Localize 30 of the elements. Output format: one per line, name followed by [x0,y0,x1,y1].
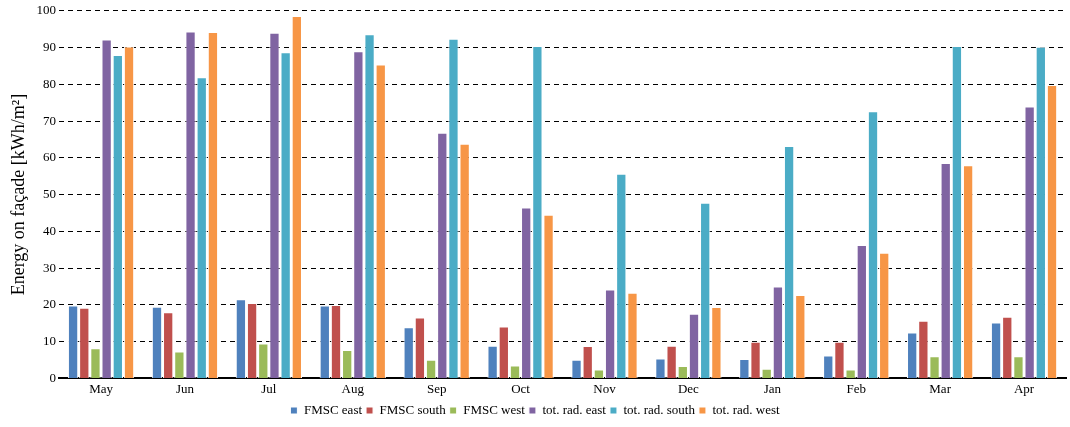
y-tick-label: 0 [49,369,57,385]
y-tick-label: 70 [43,112,57,128]
legend-label: FMSC west [463,401,526,417]
x-tick-label: Dec [677,380,700,396]
y-tick-label: 10 [43,333,57,349]
y-tick-label: 30 [43,259,57,275]
x-tick-label: Oct [511,380,531,396]
x-tick-label: Aug [341,380,365,396]
y-tick-label: 50 [43,186,57,202]
y-tick-label: 80 [43,75,57,91]
x-tick-label: Jan [763,380,782,396]
x-tick-label: Apr [1013,380,1035,396]
x-tick-label: Jun [175,380,195,396]
legend-label: FMSC east [303,401,363,417]
x-tick-label: Jul [261,380,277,396]
y-tick-label: 20 [43,296,57,312]
x-tick-label: Feb [846,380,866,396]
y-tick-label: 100 [36,2,57,18]
y-tick-label: 40 [43,222,57,238]
x-tick-label: Sep [426,380,447,396]
legend-label: tot. rad. south [623,401,696,417]
legend-label: FMSC south [379,401,447,417]
y-axis-title: Energy on façade [kWh/m²] [7,93,28,296]
x-tick-label: May [89,380,114,396]
y-tick-label: 60 [43,149,57,165]
legend-label: tot. rad. west [712,401,780,417]
y-tick-label: 90 [43,38,57,54]
x-tick-label: Mar [929,380,952,396]
x-tick-label: Nov [593,380,617,396]
legend-label: tot. rad. east [542,401,607,417]
